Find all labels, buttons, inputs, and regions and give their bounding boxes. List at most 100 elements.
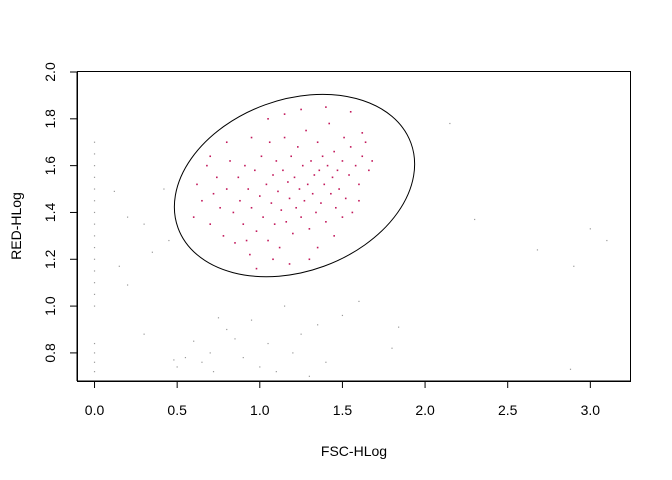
data-point <box>318 169 321 172</box>
data-point <box>260 155 263 158</box>
x-tick-label: 2.5 <box>498 402 518 418</box>
data-point <box>244 164 246 167</box>
data-point <box>245 239 248 242</box>
y-axis-title: RED-HLog <box>8 192 24 260</box>
x-tick-label: 2.0 <box>415 402 435 418</box>
data-point <box>242 356 244 359</box>
data-point <box>536 249 539 251</box>
data-point <box>308 258 311 261</box>
data-point <box>320 202 322 204</box>
data-point <box>336 169 339 172</box>
data-point <box>349 146 352 148</box>
data-point <box>317 324 319 326</box>
data-point <box>212 192 215 195</box>
data-point <box>341 216 344 218</box>
gate-ellipse <box>173 93 416 278</box>
data-point <box>325 221 327 223</box>
data-point <box>288 263 291 265</box>
data-point <box>270 202 273 204</box>
data-point <box>300 333 302 335</box>
data-point <box>303 199 306 202</box>
data-point <box>93 246 96 249</box>
data-point <box>328 122 331 125</box>
data-point <box>267 342 269 345</box>
data-point <box>93 293 96 295</box>
data-point <box>325 361 327 363</box>
data-point <box>391 347 393 349</box>
data-point <box>272 258 274 261</box>
data-point <box>151 251 153 253</box>
data-point <box>113 190 115 192</box>
data-point <box>93 153 96 155</box>
data-point <box>206 164 208 167</box>
data-point <box>254 169 256 172</box>
data-point <box>308 228 311 230</box>
data-point <box>349 110 352 113</box>
data-point <box>225 188 228 190</box>
data-point <box>250 319 253 321</box>
data-point <box>265 183 268 186</box>
x-tick-label: 1.0 <box>250 402 270 418</box>
data-point <box>292 232 294 235</box>
data-point <box>361 132 364 134</box>
data-point <box>316 141 319 144</box>
data-point <box>93 371 96 373</box>
data-point <box>338 188 340 190</box>
data-point <box>209 223 212 225</box>
data-point <box>237 176 240 179</box>
data-point <box>93 270 96 272</box>
data-point <box>196 183 198 186</box>
points-inside-gate <box>192 106 373 270</box>
data-point <box>310 160 312 162</box>
data-point <box>225 141 228 144</box>
data-point <box>262 216 264 218</box>
data-point <box>193 340 195 342</box>
data-point <box>321 155 324 158</box>
data-point <box>250 136 253 139</box>
data-point <box>255 230 258 232</box>
data-point <box>449 122 451 125</box>
data-point <box>217 317 220 319</box>
data-point <box>143 333 145 335</box>
data-point <box>126 284 129 286</box>
data-point <box>333 235 335 237</box>
data-point <box>569 368 572 370</box>
data-point <box>344 197 347 200</box>
data-point <box>364 141 367 144</box>
data-point <box>368 169 370 172</box>
data-point <box>93 235 96 237</box>
data-point <box>93 165 96 167</box>
y-tick-label: 1.8 <box>42 109 58 129</box>
data-point <box>234 242 236 244</box>
data-point <box>93 141 96 143</box>
data-point <box>361 155 364 158</box>
data-point <box>176 366 178 368</box>
data-point <box>268 141 271 144</box>
data-point <box>143 223 145 225</box>
data-point <box>267 118 269 120</box>
data-point <box>93 258 96 260</box>
data-point <box>573 265 575 267</box>
data-point <box>325 106 327 108</box>
data-point <box>282 169 284 172</box>
data-point <box>216 176 218 179</box>
data-point <box>273 223 276 225</box>
data-point <box>93 223 96 225</box>
x-tick-label: 0.0 <box>85 402 105 418</box>
data-point <box>93 176 96 178</box>
data-point <box>315 211 317 214</box>
data-point <box>234 338 236 340</box>
y-tick-label: 0.8 <box>42 343 58 363</box>
data-point <box>301 164 304 167</box>
data-point <box>242 223 245 225</box>
data-point <box>333 150 335 153</box>
data-point <box>283 305 286 307</box>
data-point <box>326 164 329 167</box>
y-tick-label: 1.6 <box>42 156 58 176</box>
data-point <box>93 211 96 214</box>
data-point <box>184 356 187 359</box>
data-point <box>398 326 400 328</box>
data-point <box>371 160 373 162</box>
data-point <box>293 176 296 179</box>
